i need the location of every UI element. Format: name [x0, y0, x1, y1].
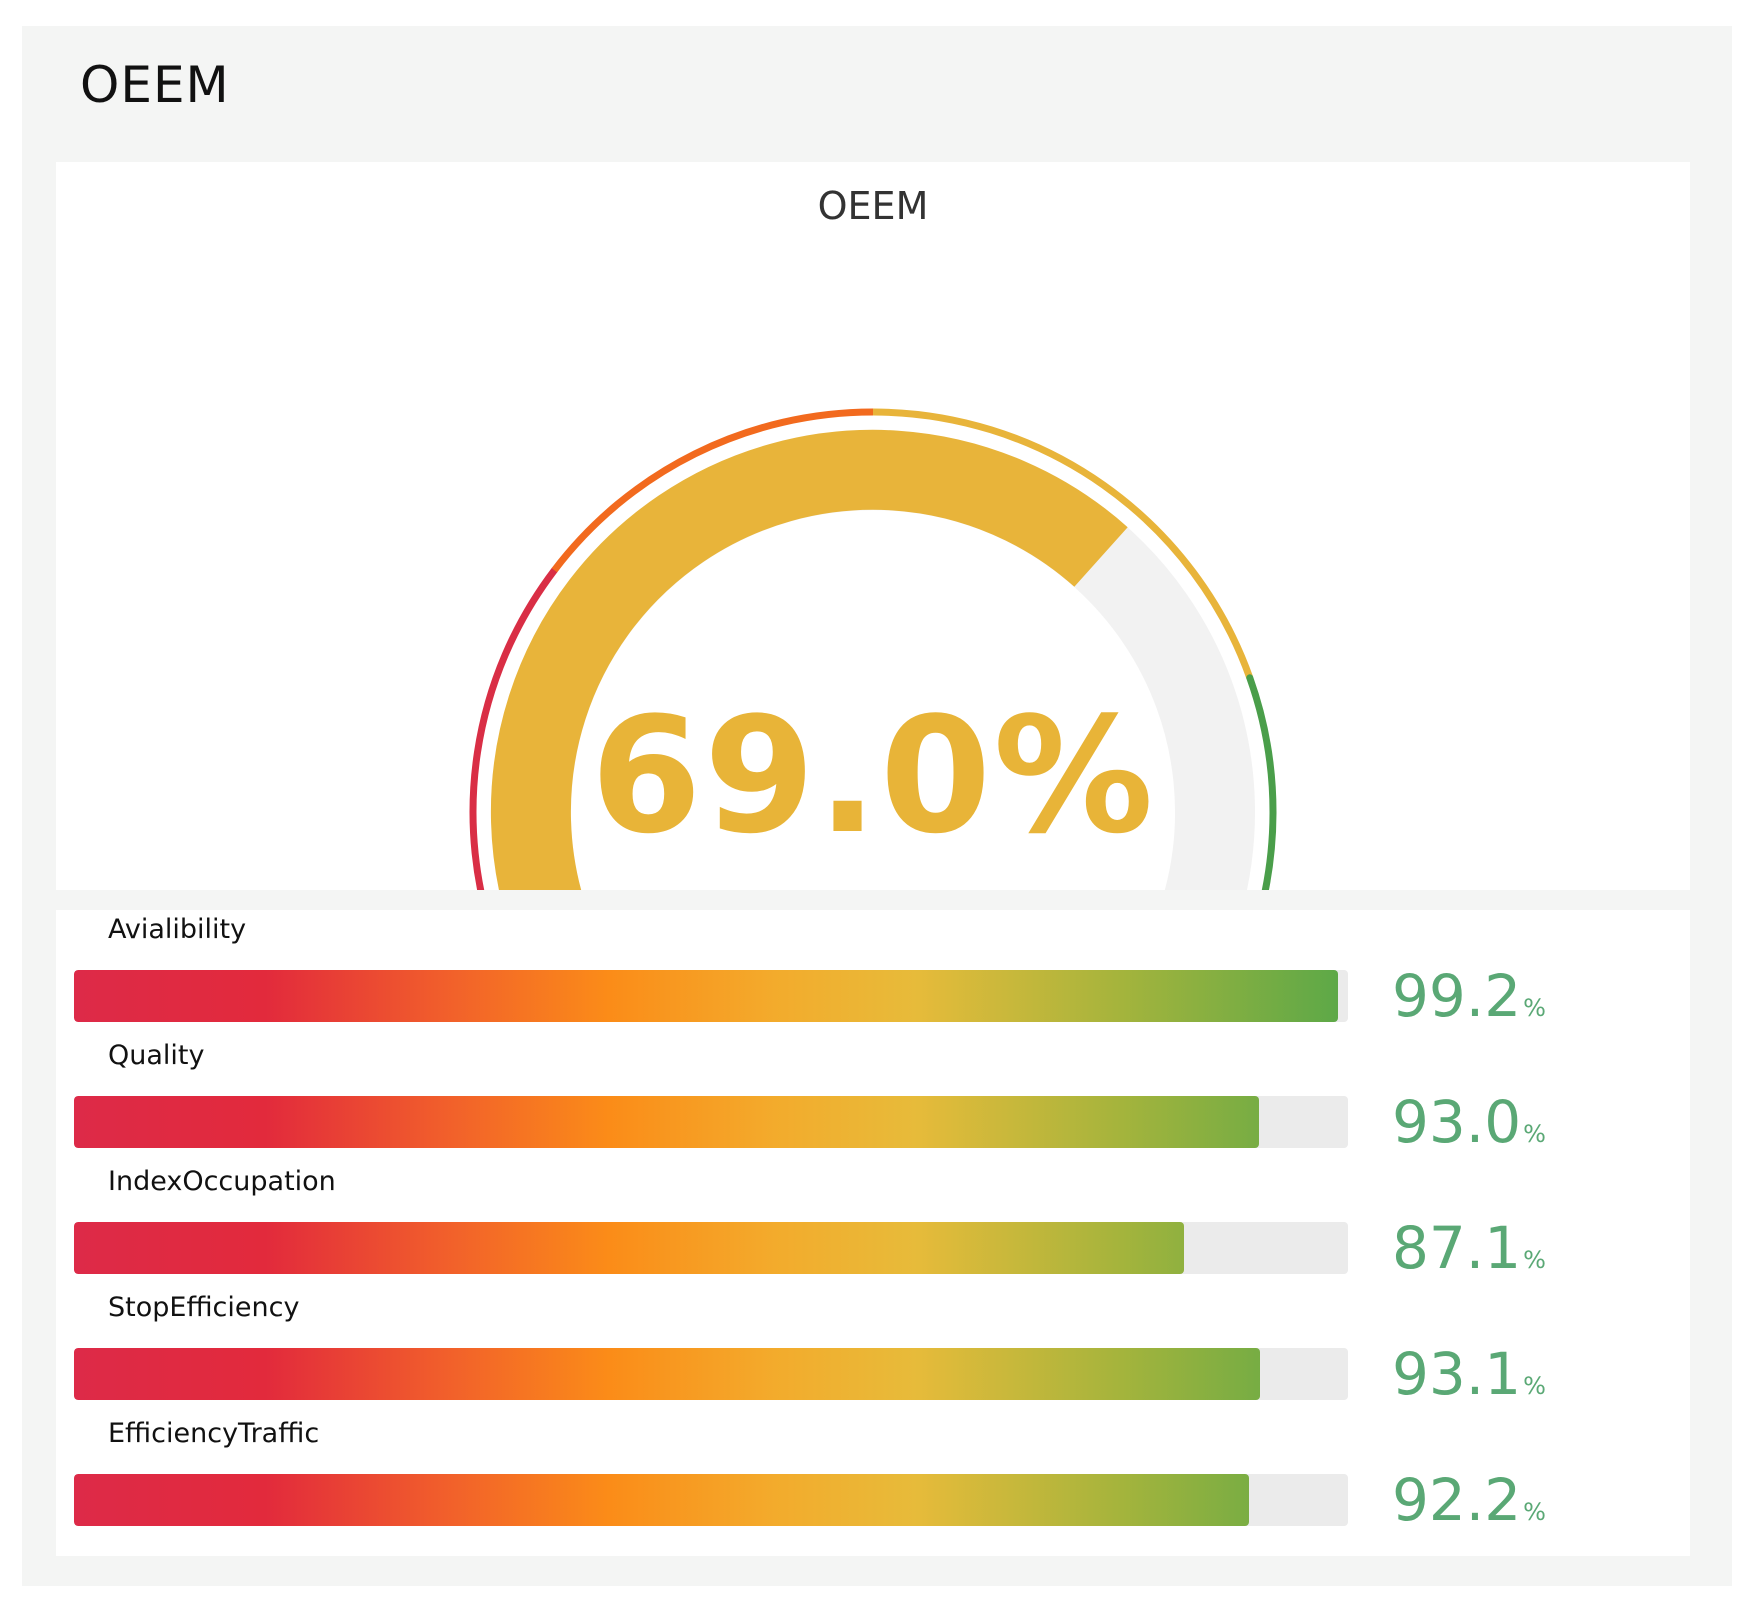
- gauge-zone-orange: [551, 408, 874, 573]
- kpi-bar-fill: [74, 1348, 1261, 1400]
- kpi-bar-track: [74, 1348, 1348, 1400]
- gauge-value: 69.0%: [590, 682, 1156, 869]
- kpi-row-availability: Avialibility 99.2%: [56, 910, 1690, 1036]
- gauge-title: OEEM: [817, 184, 929, 228]
- kpi-label: Quality: [108, 1040, 205, 1071]
- kpi-row-stop-efficiency: StopEfficiency 93.1%: [56, 1288, 1690, 1414]
- gauge-zone-red: [469, 566, 558, 890]
- kpi-bars-card: Avialibility 99.2% Quality 93.0% IndexOc…: [56, 910, 1690, 1556]
- kpi-row-index-occupation: IndexOccupation 87.1%: [56, 1162, 1690, 1288]
- kpi-bar-fill: [74, 1222, 1184, 1274]
- kpi-label: IndexOccupation: [108, 1166, 336, 1197]
- oeem-panel: OEEM OEEM 69.0% Avialibility 99.2% Quali…: [22, 26, 1732, 1586]
- kpi-bar-track: [74, 1474, 1348, 1526]
- gauge-zone-green: [1246, 674, 1277, 890]
- kpi-bar-track: [74, 1222, 1348, 1274]
- kpi-value: 93.0%: [1392, 1088, 1546, 1156]
- kpi-bar-fill: [74, 970, 1338, 1022]
- kpi-value: 93.1%: [1392, 1340, 1546, 1408]
- kpi-bar-track: [74, 970, 1348, 1022]
- kpi-unit: %: [1523, 994, 1546, 1022]
- kpi-bar-fill: [74, 1474, 1249, 1526]
- kpi-unit: %: [1523, 1246, 1546, 1274]
- gauge-value-arc: [490, 429, 1128, 890]
- kpi-unit: %: [1523, 1372, 1546, 1400]
- kpi-row-quality: Quality 93.0%: [56, 1036, 1690, 1162]
- kpi-bar-fill: [74, 1096, 1259, 1148]
- kpi-bar-track: [74, 1096, 1348, 1148]
- kpi-label: StopEfficiency: [108, 1292, 300, 1323]
- gauge-chart: [469, 408, 1277, 890]
- kpi-row-efficiency-traffic: EfficiencyTraffic 92.2%: [56, 1414, 1690, 1540]
- kpi-label: Avialibility: [108, 914, 247, 945]
- gauge-card: OEEM 69.0%: [56, 162, 1690, 890]
- panel-title: OEEM: [80, 56, 230, 114]
- kpi-value: 92.2%: [1392, 1466, 1546, 1534]
- kpi-label: EfficiencyTraffic: [108, 1418, 320, 1449]
- kpi-value: 87.1%: [1392, 1214, 1546, 1282]
- gauge-zone-yellow: [872, 408, 1254, 679]
- kpi-unit: %: [1523, 1498, 1546, 1526]
- kpi-value: 99.2%: [1392, 962, 1546, 1030]
- kpi-unit: %: [1523, 1120, 1546, 1148]
